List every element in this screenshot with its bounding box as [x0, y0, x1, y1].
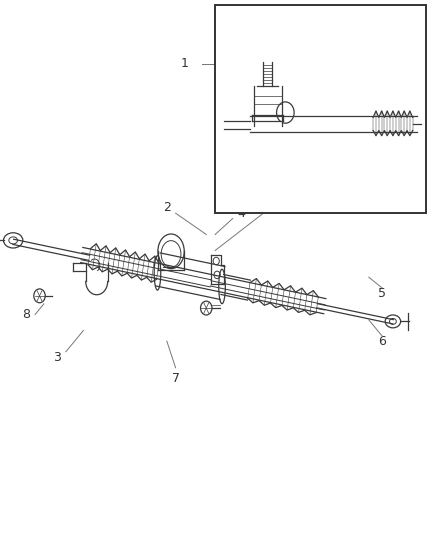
Bar [215, 5, 425, 213]
Text: 6: 6 [377, 335, 385, 348]
Text: 8: 8 [22, 308, 30, 321]
Text: 4: 4 [237, 207, 245, 220]
Text: 5: 5 [377, 287, 385, 300]
Text: 7: 7 [171, 372, 179, 385]
Text: 3: 3 [53, 351, 61, 364]
Text: 1: 1 [180, 58, 188, 70]
Text: 2: 2 [162, 201, 170, 214]
